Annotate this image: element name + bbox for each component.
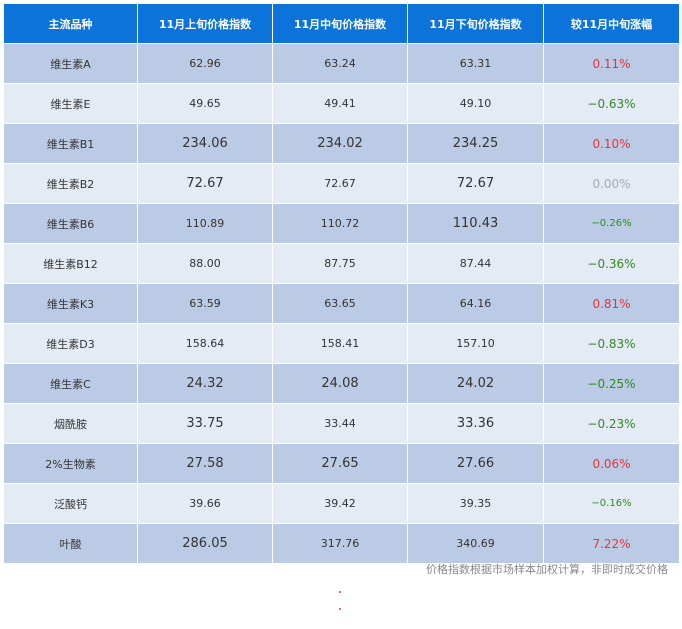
cell-change: −0.16% bbox=[543, 483, 680, 524]
decorative-dot bbox=[339, 608, 341, 610]
table-header-row: 主流品种 11月上旬价格指数 11月中旬价格指数 11月下旬价格指数 较11月中… bbox=[3, 3, 680, 44]
header-mid-nov: 11月中旬价格指数 bbox=[272, 3, 408, 44]
cell-variety: 维生素B2 bbox=[3, 163, 138, 204]
footnote: 价格指数根据市场样本加权计算，非即时成交价格 bbox=[426, 563, 668, 576]
cell-change: −0.83% bbox=[543, 323, 680, 364]
cell-early: 286.05 bbox=[137, 523, 273, 564]
table-row: 烟酰胺 33.75 33.44 33.36 −0.23% bbox=[3, 403, 680, 444]
cell-mid: 33.44 bbox=[272, 403, 408, 444]
cell-change: 0.81% bbox=[543, 283, 680, 324]
cell-mid: 110.72 bbox=[272, 203, 408, 244]
cell-variety: 泛酸钙 bbox=[3, 483, 138, 524]
cell-early: 33.75 bbox=[137, 403, 273, 444]
cell-early: 39.66 bbox=[137, 483, 273, 524]
cell-change: 0.10% bbox=[543, 123, 680, 164]
table-row: 维生素D3 158.64 158.41 157.10 −0.83% bbox=[3, 323, 680, 364]
cell-variety: 维生素A bbox=[3, 43, 138, 84]
cell-early: 110.89 bbox=[137, 203, 273, 244]
decorative-dot bbox=[339, 591, 341, 593]
table-row: 维生素K3 63.59 63.65 64.16 0.81% bbox=[3, 283, 680, 324]
cell-variety: 维生素E bbox=[3, 83, 138, 124]
cell-early: 158.64 bbox=[137, 323, 273, 364]
cell-change: 0.00% bbox=[543, 163, 680, 204]
cell-change: −0.23% bbox=[543, 403, 680, 444]
header-change: 较11月中旬涨幅 bbox=[543, 3, 680, 44]
cell-change: 0.11% bbox=[543, 43, 680, 84]
cell-early: 72.67 bbox=[137, 163, 273, 204]
cell-variety: 维生素B1 bbox=[3, 123, 138, 164]
cell-mid: 158.41 bbox=[272, 323, 408, 364]
cell-change: −0.26% bbox=[543, 203, 680, 244]
cell-variety: 烟酰胺 bbox=[3, 403, 138, 444]
table-row: 叶酸 286.05 317.76 340.69 7.22% bbox=[3, 523, 680, 564]
cell-variety: 维生素B6 bbox=[3, 203, 138, 244]
cell-late: 39.35 bbox=[407, 483, 544, 524]
cell-early: 234.06 bbox=[137, 123, 273, 164]
price-index-table: 主流品种 11月上旬价格指数 11月中旬价格指数 11月下旬价格指数 较11月中… bbox=[3, 3, 680, 564]
table-row: 2%生物素 27.58 27.65 27.66 0.06% bbox=[3, 443, 680, 484]
cell-variety: 叶酸 bbox=[3, 523, 138, 564]
table-row: 维生素C 24.32 24.08 24.02 −0.25% bbox=[3, 363, 680, 404]
cell-late: 24.02 bbox=[407, 363, 544, 404]
cell-early: 24.32 bbox=[137, 363, 273, 404]
table-row: 维生素B2 72.67 72.67 72.67 0.00% bbox=[3, 163, 680, 204]
cell-early: 63.59 bbox=[137, 283, 273, 324]
cell-variety: 维生素C bbox=[3, 363, 138, 404]
cell-late: 234.25 bbox=[407, 123, 544, 164]
table-row: 泛酸钙 39.66 39.42 39.35 −0.16% bbox=[3, 483, 680, 524]
cell-mid: 317.76 bbox=[272, 523, 408, 564]
cell-mid: 63.24 bbox=[272, 43, 408, 84]
cell-change: 7.22% bbox=[543, 523, 680, 564]
cell-mid: 63.65 bbox=[272, 283, 408, 324]
cell-late: 49.10 bbox=[407, 83, 544, 124]
header-variety: 主流品种 bbox=[3, 3, 138, 44]
cell-change: −0.25% bbox=[543, 363, 680, 404]
cell-late: 64.16 bbox=[407, 283, 544, 324]
table-row: 维生素B6 110.89 110.72 110.43 −0.26% bbox=[3, 203, 680, 244]
cell-late: 157.10 bbox=[407, 323, 544, 364]
cell-variety: 维生素K3 bbox=[3, 283, 138, 324]
cell-late: 27.66 bbox=[407, 443, 544, 484]
cell-variety: 维生素B12 bbox=[3, 243, 138, 284]
cell-mid: 87.75 bbox=[272, 243, 408, 284]
cell-early: 27.58 bbox=[137, 443, 273, 484]
cell-mid: 24.08 bbox=[272, 363, 408, 404]
cell-late: 340.69 bbox=[407, 523, 544, 564]
cell-change: −0.36% bbox=[543, 243, 680, 284]
cell-late: 33.36 bbox=[407, 403, 544, 444]
cell-mid: 234.02 bbox=[272, 123, 408, 164]
table-row: 维生素E 49.65 49.41 49.10 −0.63% bbox=[3, 83, 680, 124]
cell-change: 0.06% bbox=[543, 443, 680, 484]
cell-mid: 49.41 bbox=[272, 83, 408, 124]
table-row: 维生素B12 88.00 87.75 87.44 −0.36% bbox=[3, 243, 680, 284]
cell-early: 88.00 bbox=[137, 243, 273, 284]
cell-change: −0.63% bbox=[543, 83, 680, 124]
header-early-nov: 11月上旬价格指数 bbox=[137, 3, 273, 44]
cell-early: 62.96 bbox=[137, 43, 273, 84]
cell-late: 87.44 bbox=[407, 243, 544, 284]
header-late-nov: 11月下旬价格指数 bbox=[407, 3, 544, 44]
cell-variety: 2%生物素 bbox=[3, 443, 138, 484]
cell-mid: 72.67 bbox=[272, 163, 408, 204]
cell-late: 63.31 bbox=[407, 43, 544, 84]
cell-late: 72.67 bbox=[407, 163, 544, 204]
table-row: 维生素B1 234.06 234.02 234.25 0.10% bbox=[3, 123, 680, 164]
cell-mid: 39.42 bbox=[272, 483, 408, 524]
table-row: 维生素A 62.96 63.24 63.31 0.11% bbox=[3, 43, 680, 84]
cell-mid: 27.65 bbox=[272, 443, 408, 484]
cell-variety: 维生素D3 bbox=[3, 323, 138, 364]
cell-late: 110.43 bbox=[407, 203, 544, 244]
cell-early: 49.65 bbox=[137, 83, 273, 124]
